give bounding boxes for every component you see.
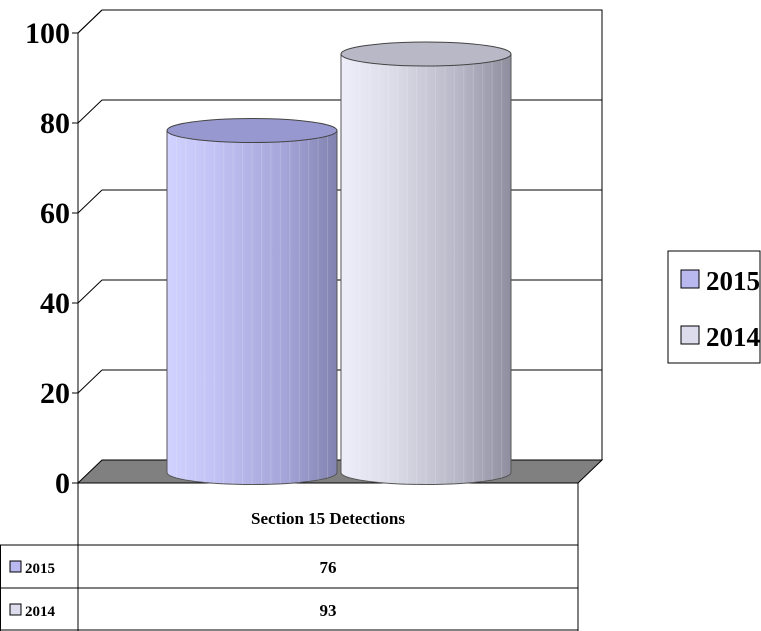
y-tick-label: 0 — [55, 467, 70, 500]
legend-swatch — [680, 269, 700, 289]
legend-label: 2014 — [706, 322, 760, 352]
gridline-side — [77, 9, 103, 34]
y-tick-label: 20 — [40, 377, 70, 410]
plot-area — [77, 9, 603, 460]
table-legend-key — [9, 560, 22, 573]
y-tick-label: 100 — [25, 17, 70, 50]
table-cell-value: 93 — [320, 601, 337, 620]
legend-swatch — [680, 325, 700, 345]
gridline-side — [77, 189, 103, 214]
floor — [76, 459, 604, 484]
y-tick-label: 80 — [40, 107, 70, 140]
y-tick-label: 40 — [40, 287, 70, 320]
legend: 2015 2014 — [667, 250, 761, 364]
gridline-side — [77, 99, 103, 124]
table-cell-value: 76 — [320, 558, 337, 577]
y-tick-label: 60 — [40, 197, 70, 230]
data-table: Section 15 Detections 2015 76 2014 93 — [0, 483, 579, 631]
bar-2015 — [166, 118, 338, 485]
y-axis: 0 20 40 60 80 100 — [25, 17, 79, 631]
gridlines — [77, 9, 602, 394]
table-row-label: 2015 — [25, 561, 55, 577]
bar-body — [340, 53, 512, 485]
gridline-side — [77, 279, 103, 304]
floor-plane — [76, 459, 604, 484]
category-label: Section 15 Detections — [251, 509, 405, 528]
bar-top — [166, 118, 338, 143]
legend-label: 2015 — [706, 266, 760, 296]
bar-top — [340, 41, 512, 67]
bar-2014 — [340, 41, 512, 485]
table-row-label: 2014 — [25, 604, 56, 620]
gridline-side — [77, 369, 103, 394]
bar-body — [166, 130, 338, 485]
table-legend-key — [9, 603, 22, 616]
bars — [166, 41, 512, 485]
